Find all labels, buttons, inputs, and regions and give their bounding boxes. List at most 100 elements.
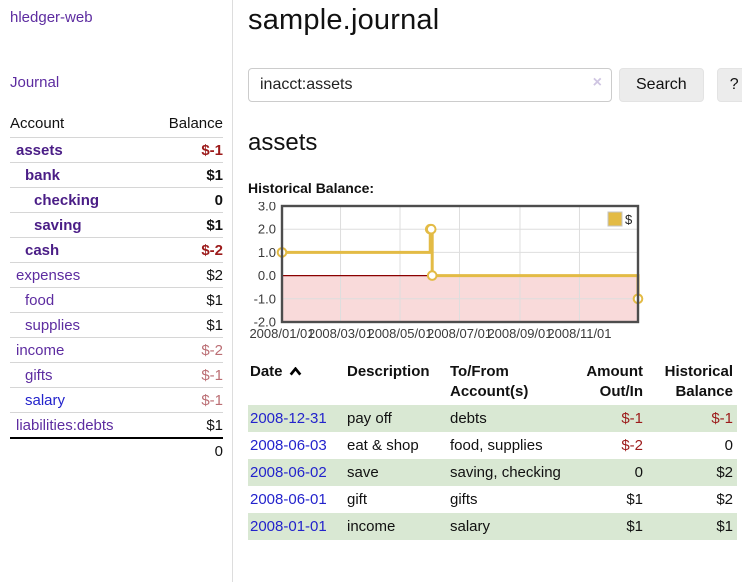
search-form: × Search ? [248, 68, 742, 102]
transaction-date-link[interactable]: 2008-06-02 [250, 464, 327, 481]
account-balance: $-2 [149, 337, 223, 363]
search-input[interactable] [248, 68, 612, 102]
app-brand-link[interactable]: hledger-web [10, 9, 93, 26]
register-amount: $1 [626, 491, 643, 508]
account-balance: 0 [149, 187, 223, 213]
account-row: assets $-1 [10, 137, 223, 163]
account-row: salary $-1 [10, 387, 223, 413]
account-balance: $2 [149, 262, 223, 288]
register-accounts: salary [450, 518, 491, 535]
register-header-date-label: Date [250, 363, 283, 380]
sidebar-account-link[interactable]: income [16, 341, 65, 359]
sidebar-account-link[interactable]: checking [34, 191, 100, 209]
register-row: 2008-01-01 income salary $1 $1 [248, 513, 737, 540]
transaction-date-link[interactable]: 2008-01-01 [250, 518, 327, 535]
search-button[interactable]: Search [619, 68, 704, 102]
sidebar-item-journal[interactable]: Journal [10, 74, 60, 91]
legend-swatch [607, 211, 623, 227]
accounts-total-spacer [10, 437, 150, 463]
sidebar-account-link[interactable]: food [25, 291, 55, 309]
register-amount: $-2 [621, 437, 643, 454]
account-name-cell: assets [10, 137, 150, 163]
account-name-cell: liabilities:debts [10, 412, 150, 438]
register-body: 2008-12-31 pay off debts $-1 $-1 2008-06-03 ea… [248, 405, 737, 540]
transaction-date-link[interactable]: 2008-06-03 [250, 437, 327, 454]
transaction-date-link[interactable]: 2008-12-31 [250, 410, 327, 427]
register-row: 2008-06-02 save saving, checking 0 $2 [248, 459, 737, 486]
svg-text:$: $ [625, 212, 633, 227]
register-amount: $-1 [621, 410, 643, 427]
account-row: gifts $-1 [10, 362, 223, 388]
clear-search-icon[interactable]: × [592, 74, 602, 91]
register-balance: $2 [716, 464, 733, 481]
svg-text:2008/05/01: 2008/05/01 [367, 326, 432, 341]
account-row: expenses $2 [10, 262, 223, 288]
register-header-description: Description [347, 363, 430, 380]
register-date-cell: 2008-01-01 [248, 513, 345, 540]
register-description: income [347, 518, 396, 535]
account-name-cell: checking [10, 187, 150, 213]
account-name-cell: salary [10, 387, 150, 413]
page-title: sample.journal [248, 4, 440, 36]
account-name-cell: cash [10, 237, 150, 263]
register-header-date[interactable]: Date [248, 360, 345, 405]
account-row: cash $-2 [10, 237, 223, 263]
sidebar-account-link[interactable]: liabilities:debts [16, 416, 114, 434]
account-row: liabilities:debts $1 [10, 412, 223, 438]
register-accounts: saving, checking [450, 464, 561, 481]
account-name-cell: expenses [10, 262, 150, 288]
historical-balance-chart: $3.0 2.0 1.0 0.0 -1.0 -2.02008/01/012008/03/0… [249, 202, 644, 341]
account-title: assets [248, 129, 318, 156]
register-row: 2008-06-01 gift gifts $1 $2 [248, 486, 737, 513]
svg-text:-2.0: -2.0 [254, 315, 276, 330]
svg-text:2008/07/01: 2008/07/01 [427, 326, 492, 341]
transaction-date-link[interactable]: 2008-06-01 [250, 491, 327, 508]
accounts-total-row: 0 [10, 437, 223, 463]
accounts-header-account: Account [10, 115, 65, 132]
register-description: eat & shop [347, 437, 419, 454]
register-accounts: gifts [450, 491, 478, 508]
register-description: save [347, 464, 379, 481]
sidebar-account-link[interactable]: bank [25, 166, 61, 184]
account-row: bank $1 [10, 162, 223, 188]
account-row: saving $1 [10, 212, 223, 238]
register-table: Date Description To/From Account(s) Amou… [248, 360, 737, 540]
svg-text:2008/09/01: 2008/09/01 [487, 326, 552, 341]
svg-text:2008/11/01: 2008/11/01 [547, 326, 611, 341]
accounts-header-balance: Balance [168, 115, 223, 132]
register-description: gift [347, 491, 368, 508]
sidebar-account-link[interactable]: cash [25, 241, 60, 259]
svg-text:-1.0: -1.0 [254, 291, 276, 306]
register-date-cell: 2008-06-01 [248, 486, 345, 513]
sidebar-account-link[interactable]: saving [34, 216, 82, 234]
register-row: 2008-06-03 eat & shop food, supplies $-2 0 [248, 432, 737, 459]
account-name-cell: saving [10, 212, 150, 238]
register-header-balance: Historical Balance [664, 363, 733, 400]
sidebar-account-link[interactable]: expenses [16, 266, 81, 284]
accounts-total-value: 0 [149, 437, 223, 463]
svg-text:1.0: 1.0 [258, 245, 276, 260]
sidebar-account-link[interactable]: supplies [25, 316, 81, 334]
sidebar-account-link[interactable]: salary [25, 391, 66, 409]
account-balance: $1 [149, 162, 223, 188]
account-row: food $1 [10, 287, 223, 313]
account-balance: $-1 [149, 387, 223, 413]
accounts-body: assets $-1 bank $1 checking 0 saving $1 cash $-2 e… [10, 137, 223, 438]
account-name-cell: gifts [10, 362, 150, 388]
account-name-cell: income [10, 337, 150, 363]
account-name-cell: bank [10, 162, 150, 188]
account-row: supplies $1 [10, 312, 223, 338]
account-balance: $-1 [149, 137, 223, 163]
svg-text:0.0: 0.0 [258, 268, 276, 283]
help-button[interactable]: ? [716, 68, 742, 102]
sidebar: hledger-web Journal Account Balance asse… [0, 0, 233, 582]
svg-text:2008/03/01: 2008/03/01 [308, 326, 373, 341]
account-row: income $-2 [10, 337, 223, 363]
account-balance: $-2 [149, 237, 223, 263]
sidebar-account-link[interactable]: assets [16, 141, 63, 159]
register-date-cell: 2008-06-02 [248, 459, 345, 486]
sidebar-account-link[interactable]: gifts [25, 366, 53, 384]
register-amount: $1 [626, 518, 643, 535]
accounts-table: Account Balance assets $-1 bank $1 checking 0… [10, 111, 223, 463]
register-balance: $-1 [711, 410, 733, 427]
